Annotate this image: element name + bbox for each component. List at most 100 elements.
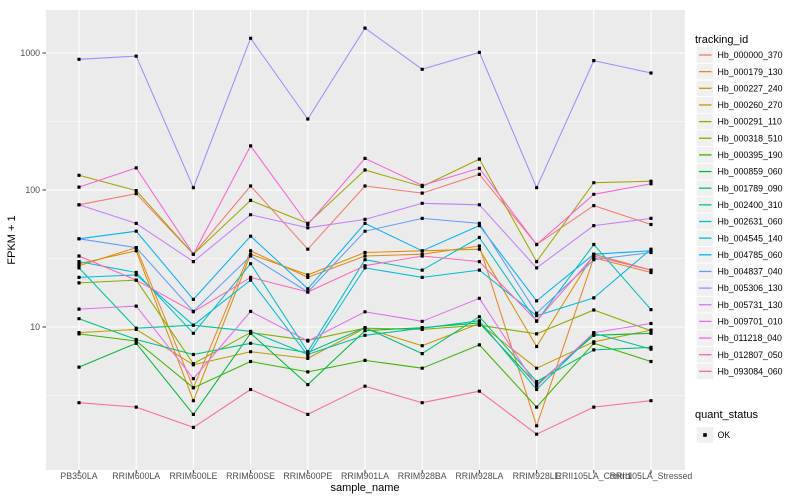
- legend-item-Hb_004545_140: Hb_004545_140: [696, 230, 783, 246]
- data-point: [77, 185, 81, 189]
- x-tick-label: RRIM600LE: [169, 471, 217, 481]
- data-point: [363, 310, 367, 314]
- data-point: [535, 311, 539, 315]
- series-points-Hb_002631_060: [77, 235, 653, 354]
- data-point: [420, 201, 424, 205]
- data-point: [592, 308, 596, 312]
- data-point: [592, 181, 596, 185]
- x-tick-label: RRIM928BA: [398, 471, 447, 481]
- legend-title-quant-status: quant_status: [695, 409, 758, 421]
- y-tick-label: 1000: [20, 48, 40, 58]
- legend-item-Hb_000179_130: Hb_000179_130: [696, 63, 783, 80]
- data-point: [191, 352, 195, 357]
- data-point: [363, 326, 367, 330]
- data-point: [191, 399, 195, 403]
- x-tick-label: RRIM901LA: [341, 471, 389, 481]
- data-point: [649, 179, 653, 183]
- y-axis-title: FPKM + 1: [6, 215, 18, 264]
- data-point: [134, 405, 138, 409]
- legend-item-label: Hb_002400_310: [718, 200, 783, 210]
- legend-item-Hb_009701_010: Hb_009701_010: [696, 313, 783, 330]
- data-point: [191, 186, 195, 190]
- data-point: [420, 268, 424, 272]
- legend-item-label: Hb_002631_060: [718, 217, 783, 227]
- data-point: [249, 262, 253, 266]
- legend-item-label: Hb_009701_010: [718, 317, 783, 327]
- series-points-Hb_005306_130: [77, 26, 653, 190]
- data-point: [477, 315, 481, 319]
- data-point: [592, 59, 596, 63]
- data-point: [363, 254, 367, 258]
- data-point: [592, 258, 596, 262]
- legend-item-label: Hb_000227_240: [718, 83, 783, 93]
- data-point: [535, 242, 539, 247]
- legend-item-label: Hb_000000_370: [718, 50, 783, 60]
- legend-item-quant-OK: OK: [696, 427, 730, 443]
- data-point: [535, 384, 539, 388]
- data-point: [249, 36, 253, 40]
- x-tick-label: RRII105LA_Control: [556, 471, 632, 481]
- data-point: [77, 57, 81, 61]
- x-tick-label: RRIM928LE: [513, 471, 561, 481]
- legend-item-label: Hb_000260_270: [718, 100, 783, 110]
- data-point: [649, 268, 653, 272]
- y-tick-label: 100: [25, 185, 40, 195]
- series-points-Hb_093084_060: [77, 384, 653, 436]
- data-point: [306, 222, 310, 227]
- data-point: [477, 172, 481, 176]
- data-point: [306, 412, 310, 416]
- x-tick-label: RRIM600LA: [112, 471, 160, 481]
- legend-item-Hb_005731_130: Hb_005731_130: [696, 296, 783, 313]
- data-point: [191, 310, 195, 314]
- data-point: [77, 307, 81, 311]
- data-point: [191, 331, 195, 335]
- legend-item-Hb_000859_060: Hb_000859_060: [696, 163, 783, 180]
- data-point: [249, 278, 253, 282]
- series-points-Hb_005731_130: [77, 201, 653, 270]
- data-point: [649, 331, 653, 335]
- data-point: [249, 249, 253, 253]
- legend-item-Hb_000260_270: Hb_000260_270: [696, 97, 783, 113]
- data-point: [535, 332, 539, 336]
- data-point: [477, 203, 481, 207]
- data-point: [535, 314, 539, 318]
- data-point: [191, 252, 195, 256]
- data-point: [77, 260, 81, 264]
- data-point: [592, 224, 596, 228]
- data-point: [477, 389, 481, 393]
- data-point: [649, 250, 653, 255]
- data-point: [134, 192, 138, 196]
- legend-item-Hb_000318_510: Hb_000318_510: [696, 130, 783, 147]
- data-point: [420, 326, 424, 330]
- legend-item-label: Hb_000291_110: [718, 117, 783, 127]
- data-point: [420, 191, 424, 195]
- data-point: [592, 405, 596, 409]
- data-point: [77, 237, 81, 241]
- data-point: [134, 221, 138, 225]
- data-point: [592, 254, 596, 258]
- data-point: [477, 319, 481, 323]
- data-point: [477, 157, 481, 161]
- legend-item-Hb_011218_040: Hb_011218_040: [696, 330, 782, 346]
- data-point: [535, 266, 539, 270]
- data-point: [477, 268, 481, 272]
- data-point: [477, 50, 481, 54]
- data-point: [420, 275, 424, 279]
- data-point: [249, 213, 253, 217]
- data-point: [535, 366, 539, 370]
- data-point: [535, 186, 539, 190]
- data-point: [649, 359, 653, 364]
- data-point: [535, 319, 539, 323]
- axis-ticks: [42, 52, 652, 474]
- data-point: [592, 192, 596, 196]
- data-point: [592, 341, 596, 345]
- legend-item-Hb_093084_060: Hb_093084_060: [696, 363, 783, 380]
- data-point: [420, 366, 424, 370]
- legend-item-label: Hb_005306_130: [718, 283, 783, 293]
- legend-item-Hb_000000_370: Hb_000000_370: [696, 47, 783, 63]
- data-point: [306, 275, 310, 279]
- legend-title-tracking-id: tracking_id: [695, 34, 748, 46]
- legend-item-label: Hb_000859_060: [718, 167, 783, 177]
- data-point: [191, 412, 195, 416]
